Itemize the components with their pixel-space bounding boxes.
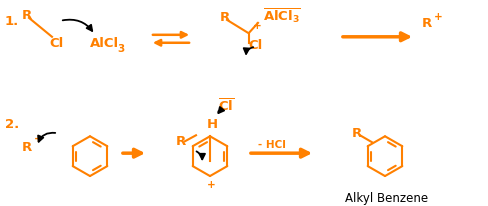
Text: +: + xyxy=(433,12,442,22)
Text: Cl: Cl xyxy=(247,39,262,52)
Text: - HCl: - HCl xyxy=(258,139,285,150)
Text: Alkyl Benzene: Alkyl Benzene xyxy=(345,192,427,204)
Text: 1.: 1. xyxy=(5,15,19,28)
Text: R: R xyxy=(22,9,32,22)
Text: +: + xyxy=(206,179,215,189)
Text: R: R xyxy=(421,17,431,30)
Text: +: + xyxy=(252,21,261,31)
Text: $\mathbf{\overline{AlCl_3}}$: $\mathbf{\overline{AlCl_3}}$ xyxy=(263,7,301,25)
Text: AlCl: AlCl xyxy=(90,37,119,50)
Text: R: R xyxy=(22,140,32,153)
Text: Cl: Cl xyxy=(49,37,63,50)
Text: R: R xyxy=(220,11,230,24)
Text: 3: 3 xyxy=(117,43,124,54)
Text: 2.: 2. xyxy=(5,117,19,130)
Text: +: + xyxy=(34,134,42,144)
Text: R: R xyxy=(351,126,362,139)
Text: $\mathbf{\overline{Cl}}$: $\mathbf{\overline{Cl}}$ xyxy=(218,98,234,114)
Text: R: R xyxy=(176,134,186,147)
Text: H: H xyxy=(206,117,218,130)
